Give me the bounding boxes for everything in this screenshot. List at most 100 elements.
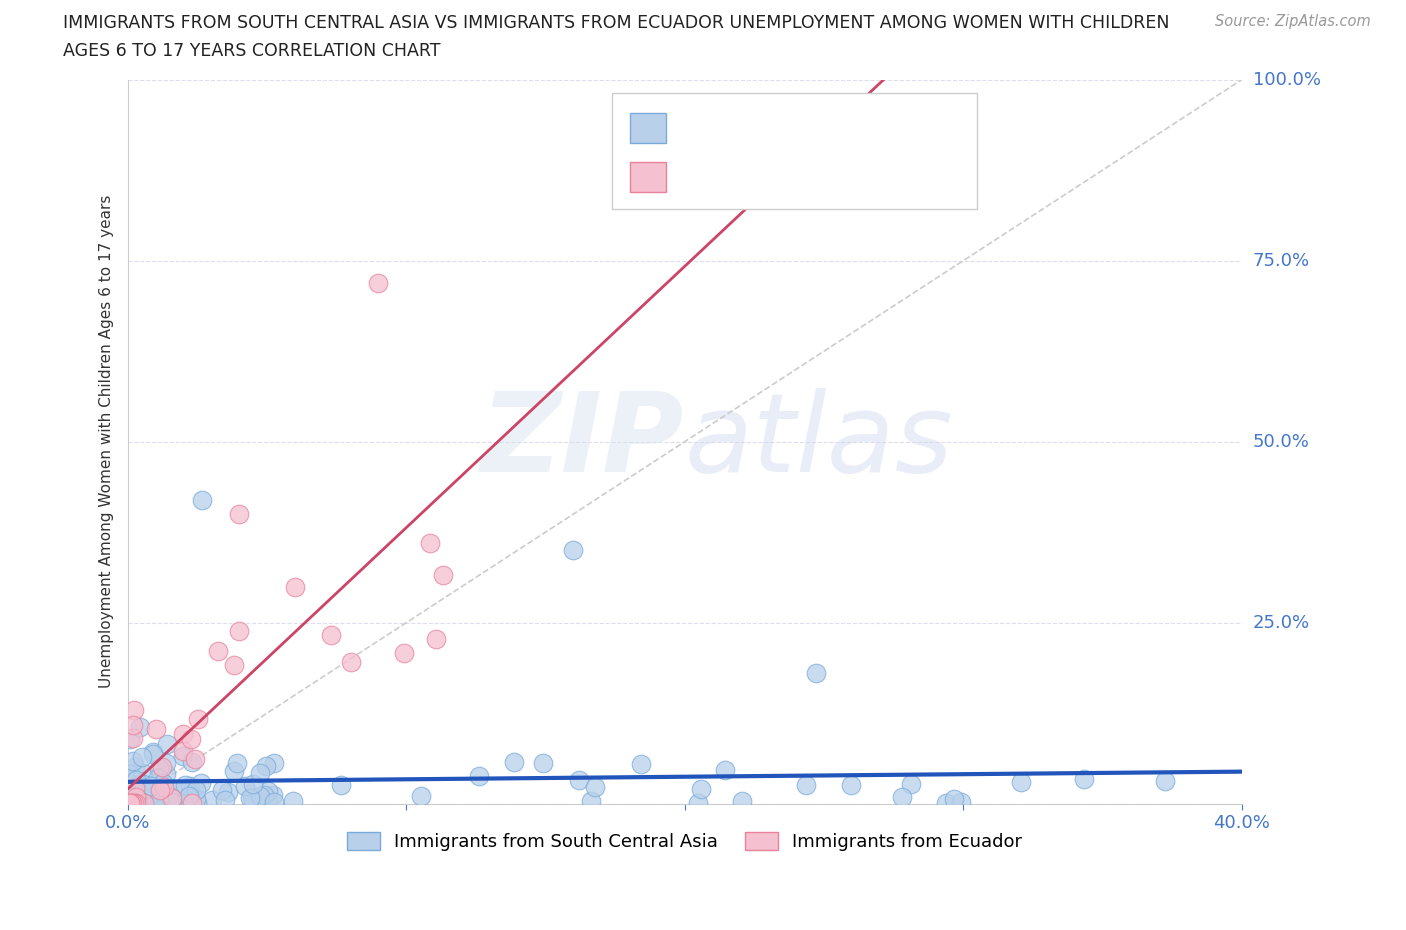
Point: [179, 778, 201, 793]
Point: [179, 789, 201, 804]
Point: [148, 761, 170, 776]
Text: N =: N =: [780, 167, 817, 186]
Text: ZIP: ZIP: [481, 389, 685, 496]
Point: [942, 791, 965, 806]
Point: [207, 644, 229, 658]
Point: [124, 759, 146, 774]
Point: [242, 777, 264, 791]
Point: [730, 793, 752, 808]
Point: [226, 755, 249, 770]
Point: [120, 795, 142, 810]
Point: [131, 765, 153, 780]
Text: 110: 110: [820, 119, 860, 138]
Point: [690, 782, 713, 797]
Point: [122, 753, 145, 768]
Point: [141, 778, 163, 793]
Point: [254, 758, 277, 773]
Text: 50.0%: 50.0%: [1253, 432, 1309, 451]
Point: [125, 791, 148, 806]
Point: [125, 786, 148, 801]
Point: [155, 756, 177, 771]
Text: N =: N =: [780, 119, 817, 138]
Point: [153, 788, 176, 803]
Legend: Immigrants from South Central Asia, Immigrants from Ecuador: Immigrants from South Central Asia, Immi…: [337, 822, 1031, 860]
Point: [935, 795, 957, 810]
Point: [124, 795, 146, 810]
Point: [131, 783, 153, 798]
Point: [890, 790, 912, 804]
Point: [214, 793, 236, 808]
Point: [142, 745, 165, 760]
Point: [132, 779, 155, 794]
Point: [263, 788, 285, 803]
Text: 0.112: 0.112: [711, 119, 773, 138]
Point: [156, 737, 179, 751]
Text: 36: 36: [820, 167, 853, 186]
Point: [839, 777, 862, 792]
Point: [1010, 775, 1032, 790]
Point: [257, 783, 280, 798]
Point: [1073, 772, 1095, 787]
Point: [330, 777, 353, 792]
Point: [419, 535, 441, 550]
Text: 75.0%: 75.0%: [1253, 252, 1310, 270]
Text: Source: ZipAtlas.com: Source: ZipAtlas.com: [1215, 14, 1371, 29]
Point: [190, 776, 212, 790]
Point: [124, 791, 146, 806]
Point: [191, 492, 214, 507]
Point: [149, 791, 172, 806]
Point: [240, 790, 263, 804]
Point: [184, 791, 207, 806]
Point: [339, 655, 361, 670]
Point: [172, 795, 194, 810]
Text: 100.0%: 100.0%: [1253, 71, 1320, 88]
Point: [134, 795, 156, 810]
Point: [122, 791, 145, 806]
Point: [160, 794, 183, 809]
Point: [141, 790, 163, 805]
Point: [121, 795, 143, 810]
Point: [129, 720, 152, 735]
Point: [167, 782, 190, 797]
Point: [141, 795, 163, 810]
Point: [145, 722, 167, 737]
Point: [149, 782, 172, 797]
Point: [120, 790, 142, 804]
Text: R =: R =: [672, 119, 709, 138]
Point: [142, 782, 165, 797]
Point: [120, 732, 142, 747]
Point: [148, 791, 170, 806]
Point: [184, 751, 207, 766]
Point: [155, 794, 177, 809]
Point: [132, 777, 155, 791]
Point: [152, 760, 174, 775]
Point: [122, 702, 145, 717]
Point: [284, 579, 307, 594]
Point: [468, 769, 491, 784]
Point: [253, 788, 276, 803]
Point: [900, 777, 922, 791]
Point: [155, 766, 177, 781]
Point: [432, 567, 454, 582]
Point: [181, 795, 204, 810]
Point: [121, 717, 143, 732]
Point: [125, 792, 148, 807]
Point: [228, 624, 250, 639]
Point: [120, 795, 142, 810]
Point: [239, 790, 262, 805]
Point: [120, 784, 142, 799]
Point: [281, 793, 304, 808]
Text: 0.673: 0.673: [711, 167, 773, 186]
Point: [581, 793, 603, 808]
Text: atlas: atlas: [685, 389, 953, 496]
Point: [187, 712, 209, 727]
Point: [686, 795, 709, 810]
Text: 25.0%: 25.0%: [1253, 614, 1310, 631]
Point: [120, 766, 142, 781]
Point: [794, 777, 817, 792]
Text: AGES 6 TO 17 YEARS CORRELATION CHART: AGES 6 TO 17 YEARS CORRELATION CHART: [63, 42, 440, 60]
Point: [145, 791, 167, 806]
Point: [172, 726, 194, 741]
Point: [124, 778, 146, 793]
Point: [146, 775, 169, 790]
